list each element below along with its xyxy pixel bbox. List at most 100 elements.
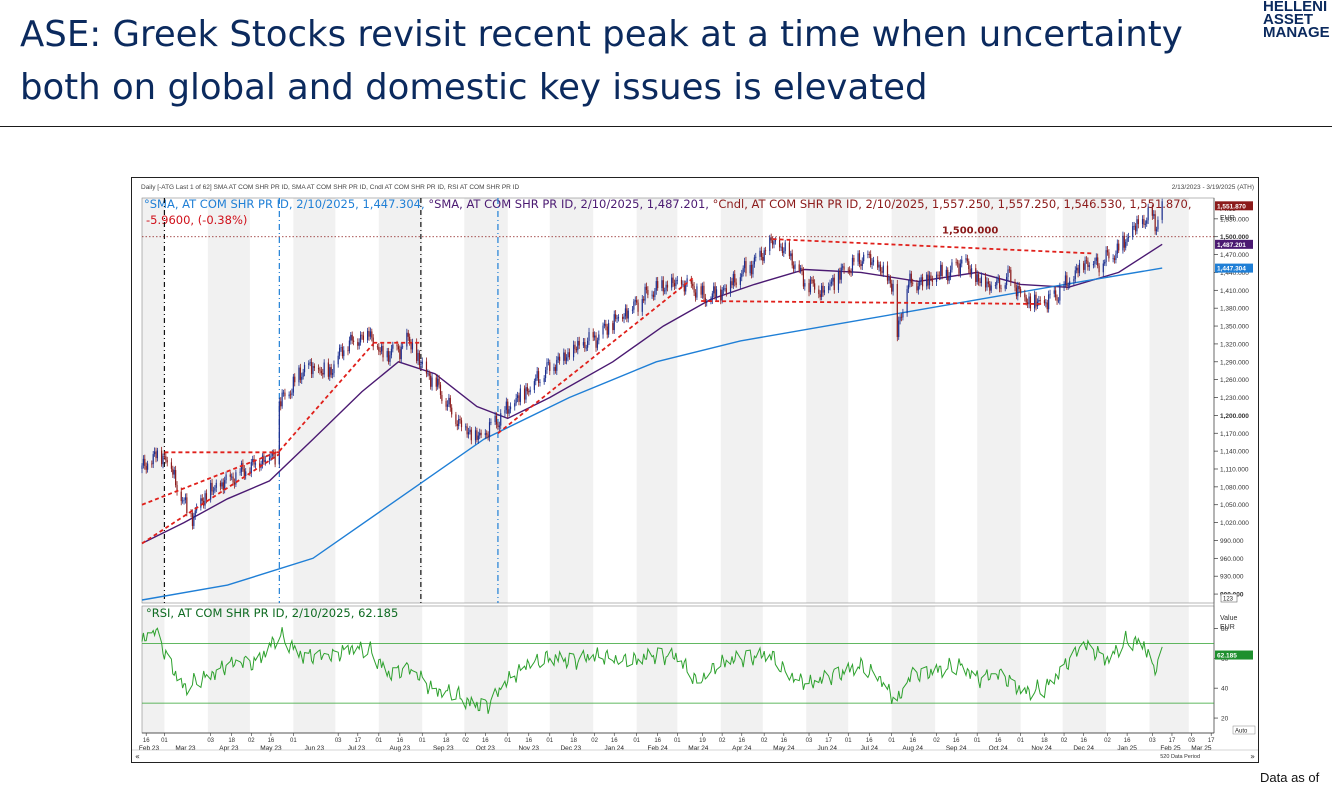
candle-body	[930, 275, 932, 279]
candle-body	[480, 432, 482, 435]
x-day-label: 02	[591, 738, 598, 744]
sma50-legend: °SMA, AT COM SHR PR ID, 2/10/2025, 1,487…	[428, 197, 712, 211]
candle-body	[802, 271, 805, 287]
candle-body	[587, 340, 589, 348]
candle-body	[309, 362, 311, 364]
candle-body	[1020, 289, 1022, 294]
rsi-legend: °RSI, AT COM SHR PR ID, 2/10/2025, 62.18…	[146, 606, 398, 620]
candle-body	[327, 362, 329, 377]
month-shade-rsi	[1149, 606, 1189, 733]
x-day-label: 01	[546, 738, 553, 744]
candle-body	[720, 289, 722, 301]
candle-body	[671, 277, 673, 288]
candle-body	[715, 289, 718, 297]
candle-body	[367, 330, 369, 340]
candle-body	[235, 472, 237, 485]
candle-body	[1029, 296, 1032, 309]
candle-body	[529, 389, 531, 393]
candle-body	[319, 369, 321, 371]
candle-body	[700, 286, 702, 295]
data-as-of-note: Data as of	[1260, 770, 1320, 785]
candle-body	[823, 290, 826, 293]
candle-body	[313, 365, 315, 369]
candle-body	[617, 316, 620, 319]
candle-body	[567, 352, 569, 358]
candle-body	[1146, 220, 1148, 224]
x-month-label: Jul 23	[348, 745, 366, 752]
candle-body	[397, 346, 400, 350]
sma-slow-line	[141, 267, 1163, 601]
candle-body	[165, 456, 167, 461]
candle-body	[627, 310, 629, 319]
candle-body	[553, 367, 555, 371]
candle-body	[832, 277, 834, 282]
candle-body	[900, 316, 903, 318]
candle-body	[809, 279, 812, 293]
candle-body	[514, 403, 516, 407]
x-month-label: Dec 24	[1073, 745, 1094, 752]
candle-body	[598, 334, 600, 341]
month-shade-rsi	[207, 606, 250, 733]
candle-body	[352, 340, 355, 342]
candle-body	[1157, 219, 1159, 230]
candle-body	[500, 413, 502, 426]
candle-body	[592, 332, 594, 338]
candle-body	[358, 342, 360, 346]
candle-body	[162, 455, 164, 465]
candle-body	[1113, 258, 1116, 261]
candle-body	[970, 268, 973, 275]
candle-body	[829, 283, 831, 287]
candle-body	[539, 381, 541, 383]
candle-body	[595, 335, 597, 348]
month-shade-rsi	[636, 606, 678, 733]
candle-body	[762, 256, 764, 261]
candle-body	[382, 345, 384, 358]
candle-body	[987, 281, 989, 284]
candle-body	[818, 289, 820, 295]
x-day-label: 02	[248, 738, 255, 744]
scale-box	[1220, 593, 1238, 603]
candle-body	[578, 340, 580, 346]
candle-body	[916, 283, 918, 291]
price-tick-label: 1,470.000	[1220, 252, 1249, 259]
month-shade-price	[142, 198, 165, 603]
candle-body	[1088, 265, 1090, 267]
price-axis-unit: EUR	[1220, 215, 1235, 222]
candle-body	[310, 362, 313, 375]
candle-body	[1112, 258, 1114, 259]
month-shade-rsi	[806, 606, 849, 733]
candle-body	[968, 261, 970, 270]
month-shade-rsi	[1062, 606, 1107, 733]
candle-body	[494, 415, 496, 423]
price-tick-label: 1,320.000	[1220, 341, 1249, 348]
last-value-tag-label: 1,551.870	[1217, 203, 1246, 210]
candle-body	[466, 426, 468, 435]
candle-body	[996, 280, 998, 286]
candle-body	[783, 251, 785, 253]
x-day-label: 16	[654, 738, 661, 744]
candle-body	[685, 283, 687, 292]
candle-body	[389, 355, 391, 362]
month-shade-price	[378, 198, 423, 603]
rsi-tick-label: 80	[1221, 626, 1229, 633]
x-day-label: 16	[1124, 738, 1131, 744]
candle-body	[867, 254, 869, 255]
candle-body	[784, 242, 786, 252]
candle-body	[1063, 284, 1065, 287]
price-tick-label: 1,350.000	[1220, 324, 1249, 331]
last-value-tag	[1215, 239, 1253, 249]
candle-body	[680, 279, 683, 285]
x-day-label: 19	[699, 738, 706, 744]
candle-body	[690, 278, 692, 284]
candle-body	[1102, 263, 1104, 273]
candle-body	[1038, 300, 1040, 302]
x-month-label: Nov 24	[1031, 745, 1052, 752]
candle-body	[1004, 285, 1006, 289]
candle-body	[460, 420, 463, 428]
candle-body	[770, 237, 772, 241]
x-day-label: 03	[207, 738, 214, 744]
candle-body	[180, 491, 182, 502]
candle-body	[870, 254, 872, 265]
candle-body	[212, 490, 215, 492]
candle-body	[615, 314, 617, 319]
